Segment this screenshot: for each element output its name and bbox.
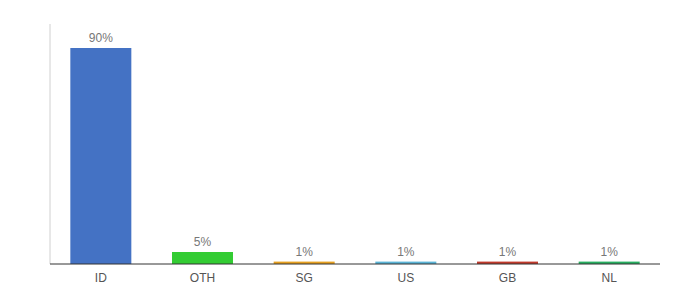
- data-label: 5%: [194, 235, 212, 249]
- x-tick-label: ID: [95, 271, 107, 285]
- bars: [70, 48, 639, 264]
- x-axis-line: [50, 264, 660, 265]
- bar: [172, 252, 233, 264]
- y-axis-line: [50, 24, 51, 264]
- data-label: 1%: [600, 245, 618, 259]
- data-label: 1%: [397, 245, 415, 259]
- x-tick-label: SG: [295, 271, 312, 285]
- x-tick-label: OTH: [190, 271, 215, 285]
- x-tick-label: GB: [499, 271, 516, 285]
- x-tick-label: NL: [601, 271, 617, 285]
- data-label: 1%: [295, 245, 313, 259]
- bar: [70, 48, 131, 264]
- data-label: 1%: [499, 245, 517, 259]
- chart-svg: ID OTH SG US GB NL 90% 5% 1% 1% 1% 1%: [0, 0, 680, 300]
- data-label: 90%: [89, 31, 113, 45]
- x-tick-label: US: [397, 271, 414, 285]
- chart-container: ID OTH SG US GB NL 90% 5% 1% 1% 1% 1%: [0, 0, 680, 300]
